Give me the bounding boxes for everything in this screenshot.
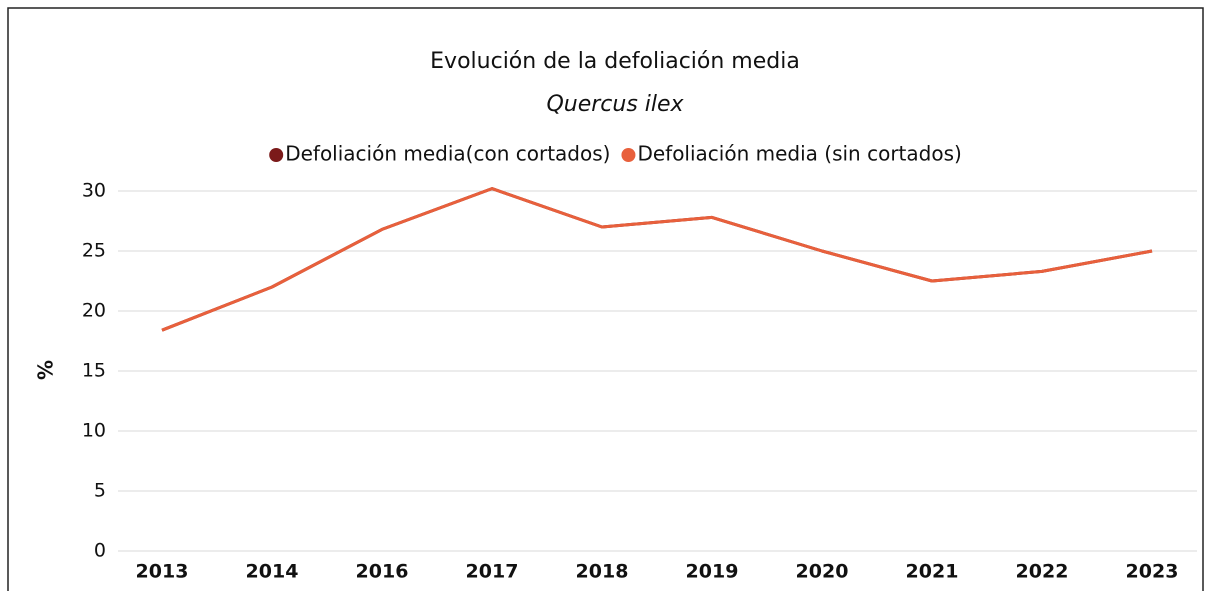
y-tick-label: 0 <box>94 540 106 562</box>
legend-marker <box>269 148 284 162</box>
x-tick-label: 2020 <box>796 561 849 583</box>
x-tick-label: 2018 <box>576 561 629 583</box>
line <box>161 187 1153 332</box>
chart-subtitle: Quercus ilex <box>546 92 684 117</box>
y-tick-label: 20 <box>82 300 106 322</box>
x-tick-label: 2021 <box>906 561 959 583</box>
x-tick-label: 2023 <box>1126 561 1179 583</box>
chart-title: Evolución de la defoliación media <box>430 49 800 74</box>
x-tick-label: 2014 <box>246 561 299 583</box>
x-tick-label: 2022 <box>1016 561 1069 583</box>
y-tick-label: 30 <box>82 180 106 202</box>
legend-marker <box>621 148 636 162</box>
x-tick-label: 2013 <box>136 561 189 583</box>
y-axis-label: % <box>34 360 58 380</box>
y-tick-label: 15 <box>82 360 106 382</box>
legend: Defoliación media(con cortados) Defoliaci… <box>269 142 962 166</box>
x-tick-label: 2019 <box>686 561 739 583</box>
legend-label: Defoliación media(con cortados) <box>285 142 610 166</box>
y-tick-label: 25 <box>82 240 106 262</box>
y-tick-label: 5 <box>94 480 106 502</box>
y-tick-label: 10 <box>82 420 106 442</box>
legend-label: Defoliación media (sin cortados) <box>637 142 961 166</box>
x-tick-label: 2016 <box>356 561 409 583</box>
x-tick-label: 2017 <box>466 561 519 583</box>
frame <box>7 7 1204 591</box>
